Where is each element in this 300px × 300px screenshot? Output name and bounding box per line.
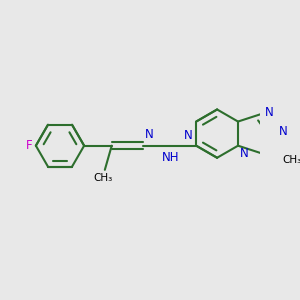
Text: CH₃: CH₃ — [94, 173, 113, 183]
Text: F: F — [26, 139, 32, 152]
Text: N: N — [279, 125, 287, 138]
Text: N: N — [184, 129, 193, 142]
Text: NH: NH — [162, 151, 179, 164]
Text: N: N — [264, 106, 273, 119]
Text: N: N — [240, 147, 248, 161]
Text: N: N — [145, 128, 153, 140]
Text: CH₃: CH₃ — [283, 155, 300, 165]
